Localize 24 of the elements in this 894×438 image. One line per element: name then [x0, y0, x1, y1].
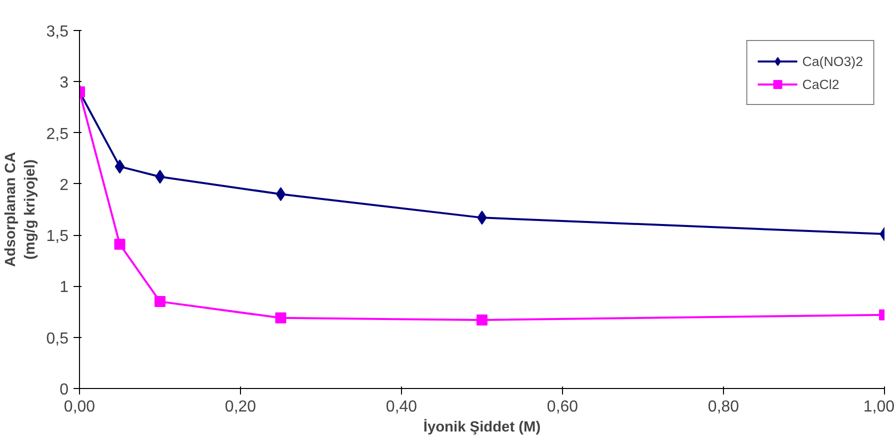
legend-label: Ca(NO3)2	[802, 54, 863, 68]
point	[114, 160, 125, 174]
x-tick-label: 0,80	[708, 398, 740, 416]
point	[276, 187, 286, 202]
y-tick-label: 1	[60, 279, 69, 296]
y-tick-label: 1,5	[46, 228, 69, 246]
y-tick-label: 3	[60, 74, 69, 92]
y-tick-label: 0	[60, 382, 69, 398]
y-tick-label: 3,5	[46, 24, 69, 40]
legend-label: CaCl2	[802, 76, 840, 92]
x-tick-label: 1,00	[863, 398, 894, 416]
point	[154, 296, 166, 308]
point	[275, 312, 286, 324]
x-tick-label: 0,60	[546, 398, 578, 416]
y-axis-title: Adsorplanan CA (mg/g kriyojel)	[3, 152, 38, 267]
x-tick-label: 0,20	[224, 398, 256, 416]
y-tick-label: 0,5	[46, 330, 69, 348]
x-tick-label: 0,00	[64, 398, 96, 416]
y-tick-label: 2,5	[46, 126, 69, 143]
point	[114, 238, 126, 250]
point	[476, 314, 488, 326]
y-tick-label: 2	[60, 176, 69, 194]
x-axis-title: İyonik Şiddet (M)	[423, 418, 541, 436]
x-tick-label: 0,40	[386, 398, 418, 416]
